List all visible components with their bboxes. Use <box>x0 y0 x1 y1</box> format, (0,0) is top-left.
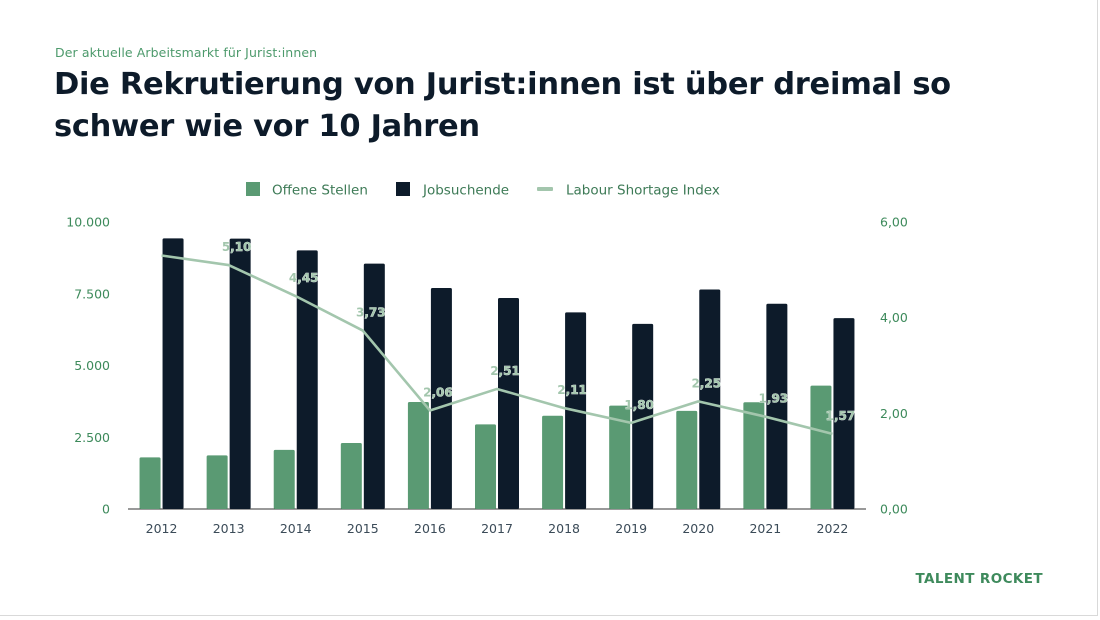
legend-swatch-2 <box>396 182 410 196</box>
x-tick-label: 2020 <box>682 521 714 536</box>
legend-swatch-3 <box>537 187 553 191</box>
y-left-tick-label: 2.500 <box>74 430 110 445</box>
y-left-tick-label: 10.000 <box>66 215 110 230</box>
bar-offene-stellen <box>475 424 496 509</box>
data-label-index: 1,93 <box>759 392 789 406</box>
x-tick-label: 2015 <box>347 521 379 536</box>
legend-swatch-1 <box>246 182 260 196</box>
y-left-tick-label: 5.000 <box>74 358 110 373</box>
x-tick-label: 2022 <box>817 521 849 536</box>
x-tick-label: 2013 <box>213 521 245 536</box>
x-tick-label: 2017 <box>481 521 513 536</box>
bar-jobsuchende <box>498 298 519 509</box>
data-label-index: 2,06 <box>423 385 453 399</box>
bar-offene-stellen <box>273 449 295 509</box>
slide-eyebrow: Der aktuelle Arbeitsmarkt für Jurist:inn… <box>55 45 318 60</box>
data-label-index: 2,25 <box>691 376 721 390</box>
data-label-index: 3,73 <box>356 306 386 320</box>
y-left-tick-label: 7.500 <box>74 286 110 301</box>
x-tick-label: 2016 <box>414 521 446 536</box>
brand-logo-text: TALENT ROCKET <box>915 571 1043 587</box>
x-tick-label: 2019 <box>615 521 647 536</box>
bar-jobsuchende <box>430 288 452 509</box>
legend-label-2: Jobsuchende <box>422 183 509 199</box>
y-right-tick-label: 4,00 <box>880 310 908 325</box>
bar-jobsuchende <box>766 303 788 509</box>
bar-jobsuchende <box>162 238 184 509</box>
bar-jobsuchende <box>229 238 251 509</box>
bar-offene-stellen <box>139 457 161 509</box>
x-tick-label: 2018 <box>548 521 580 536</box>
y-right-tick-label: 2,00 <box>880 406 908 421</box>
line-labour-shortage-index <box>161 254 833 436</box>
bar-jobsuchende <box>699 289 721 509</box>
bar-offene-stellen <box>340 442 362 509</box>
x-tick-label: 2012 <box>146 521 178 536</box>
bar-offene-stellen <box>206 455 228 509</box>
y-left-tick-label: 0 <box>102 502 110 517</box>
bar-offene-stellen <box>743 402 765 509</box>
bar-offene-stellen <box>542 415 564 509</box>
y-right-tick-label: 6,00 <box>880 215 908 230</box>
legend-label-3: Labour Shortage Index <box>566 183 720 199</box>
data-label-index: 2,51 <box>490 364 520 378</box>
bar-jobsuchende <box>296 250 318 509</box>
data-label-index: 1,80 <box>624 398 654 412</box>
data-label-index: 1,57 <box>826 409 856 423</box>
bar-jobsuchende <box>833 318 855 509</box>
legend-label-1: Offene Stellen <box>272 183 368 199</box>
bar-offene-stellen <box>676 410 698 509</box>
bar-jobsuchende <box>632 323 654 509</box>
x-tick-label: 2014 <box>280 521 312 536</box>
data-label-index: 4,45 <box>289 271 319 285</box>
bar-offene-stellen <box>810 385 832 509</box>
data-label-index: 5,10 <box>222 240 252 254</box>
bar-jobsuchende <box>363 263 385 509</box>
bar-offene-stellen <box>407 401 429 509</box>
bar-offene-stellen <box>609 405 631 509</box>
slide-title: Die Rekrutierung von Jurist:innen ist üb… <box>54 67 951 144</box>
data-label-index: 2,11 <box>557 383 587 397</box>
y-right-tick-label: 0,00 <box>880 502 908 517</box>
x-tick-label: 2021 <box>749 521 781 536</box>
